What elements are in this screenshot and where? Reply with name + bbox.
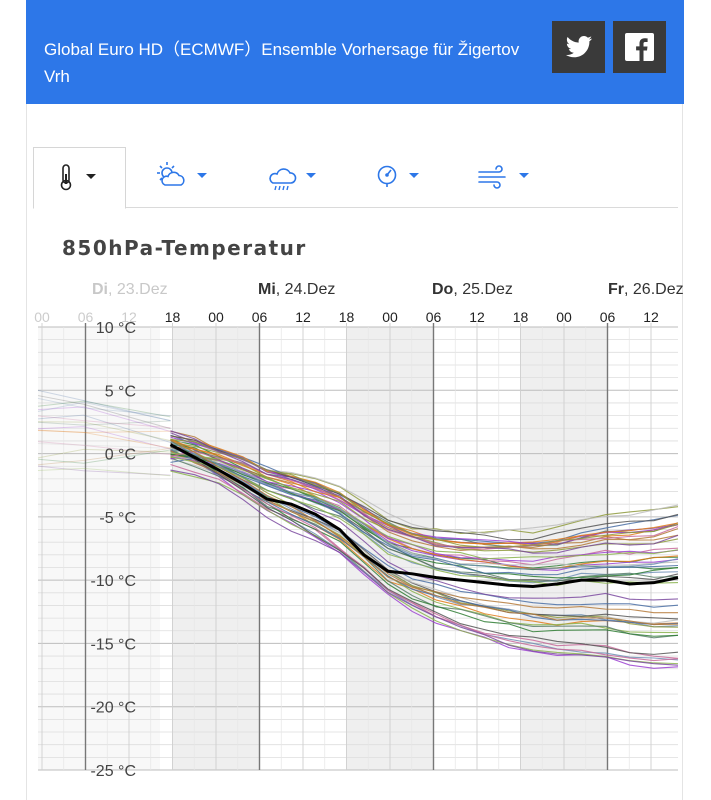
- hour-tick-label: 00: [382, 309, 398, 325]
- facebook-button[interactable]: [613, 21, 666, 73]
- hour-tick-label: 12: [121, 309, 137, 325]
- past-member-line: [37, 426, 171, 450]
- day-label-weekday: Mi: [258, 281, 276, 298]
- day-label-weekday: Di: [92, 281, 108, 298]
- past-member-line: [37, 429, 171, 434]
- past-member-line: [37, 449, 171, 464]
- past-member-line: [37, 400, 171, 418]
- day-label-date: , 23.Dez: [108, 281, 168, 298]
- ensemble-member-line: [170, 457, 679, 576]
- pressure-gauge-icon: [377, 165, 419, 187]
- hour-tick-label: 06: [426, 309, 442, 325]
- past-member-line: [37, 395, 171, 430]
- y-tick-label: 10 °C: [96, 320, 136, 337]
- past-member-line: [37, 429, 171, 449]
- y-tick-label: -25 °C: [90, 763, 136, 780]
- facebook-icon: [625, 33, 654, 61]
- page-header: Global Euro HD（ECMWF）Ensemble Vorhersage…: [26, 0, 684, 104]
- ensemble-member-line: [170, 469, 679, 666]
- thermometer-icon: [60, 164, 96, 191]
- hour-tick-label: 00: [556, 309, 572, 325]
- day-label-weekday: Fr: [608, 281, 624, 298]
- y-tick-label: -10 °C: [90, 573, 136, 590]
- past-member-line: [37, 441, 171, 456]
- tab-clouds[interactable]: [147, 147, 217, 207]
- past-area: [38, 327, 160, 770]
- ensemble-member-line: [170, 455, 679, 571]
- ensemble-member-line: [170, 449, 679, 626]
- control-run-line: [169, 443, 679, 588]
- hour-tick-label: 18: [513, 309, 529, 325]
- sun-cloud-icon: [157, 162, 207, 186]
- tab-wind[interactable]: [473, 147, 543, 207]
- past-member-line: [37, 420, 171, 426]
- hour-tick-label: 18: [339, 309, 355, 325]
- hour-tick-label: 12: [295, 309, 311, 325]
- tab-precipitation[interactable]: [260, 147, 330, 207]
- past-member-line: [37, 406, 171, 432]
- y-tick-label: -5 °C: [99, 510, 136, 527]
- hour-tick-label: 12: [469, 309, 485, 325]
- hour-tick-label: 12: [643, 309, 659, 325]
- ensemble-member-line: [170, 456, 679, 587]
- ensemble-member-line: [170, 442, 679, 655]
- panel: [26, 104, 683, 800]
- ensemble-member-line: [170, 438, 679, 546]
- y-tick-label: 0 °C: [105, 447, 136, 464]
- hour-tick-label: 06: [78, 309, 94, 325]
- tab-temperature[interactable]: [33, 147, 126, 209]
- chart-title: 850hPa-Temperatur: [62, 236, 307, 260]
- ensemble-member-line: [170, 438, 679, 548]
- tab-pressure[interactable]: [373, 147, 443, 207]
- past-member-line: [37, 448, 171, 459]
- hour-tick-label: 06: [252, 309, 268, 325]
- y-tick-label: 5 °C: [105, 383, 136, 400]
- ensemble-member-line: [170, 430, 679, 554]
- past-member-line: [37, 447, 171, 466]
- day-label: Di, 23.Dez: [92, 281, 168, 298]
- chart-tabs: [33, 147, 678, 209]
- y-tick-label: -20 °C: [90, 700, 136, 717]
- past-member-line: [37, 414, 171, 443]
- y-tick-label: -15 °C: [90, 636, 136, 653]
- past-member-line: [37, 467, 171, 477]
- past-member-line: [37, 415, 171, 429]
- wind-icon: [478, 165, 529, 189]
- ensemble-member-line: [170, 470, 679, 665]
- temperature-chart: Di, 23.Dez Mi, 24.Dez Do, 25.Dez Fr, 26.Dez…: [34, 281, 684, 780]
- hour-tick-label: 00: [208, 309, 224, 325]
- past-member-line: [37, 465, 171, 476]
- ensemble-member-line: [170, 450, 679, 550]
- day-label-date: , 26.Dez: [624, 281, 684, 298]
- ensemble-member-line: [170, 448, 679, 570]
- hour-tick-label: 18: [165, 309, 181, 325]
- day-label: Fr, 26.Dez: [608, 281, 684, 298]
- day-label: Do, 25.Dez: [432, 281, 513, 298]
- hour-tick-label: 06: [600, 309, 616, 325]
- ensemble-member-line: [170, 453, 679, 662]
- past-member-line: [37, 421, 171, 442]
- twitter-icon: [565, 36, 592, 58]
- ensemble-member-line: [170, 452, 679, 560]
- twitter-button[interactable]: [552, 21, 605, 73]
- rain-cloud-icon: [269, 168, 316, 191]
- past-member-line: [37, 389, 171, 422]
- day-label-date: , 25.Dez: [453, 281, 513, 298]
- day-label-date: , 24.Dez: [276, 281, 336, 298]
- day-label: Mi, 24.Dez: [258, 281, 335, 298]
- page-title: Global Euro HD（ECMWF）Ensemble Vorhersage…: [44, 40, 520, 86]
- ensemble-member-line: [170, 453, 679, 579]
- ensemble-member-line: [170, 439, 679, 626]
- day-label-weekday: Do: [432, 281, 454, 298]
- past-member-line: [37, 443, 171, 449]
- past-member-line: [37, 397, 171, 417]
- ensemble-member-line: [170, 451, 679, 608]
- past-member-line: [37, 401, 171, 421]
- hour-tick-label: 00: [34, 309, 50, 325]
